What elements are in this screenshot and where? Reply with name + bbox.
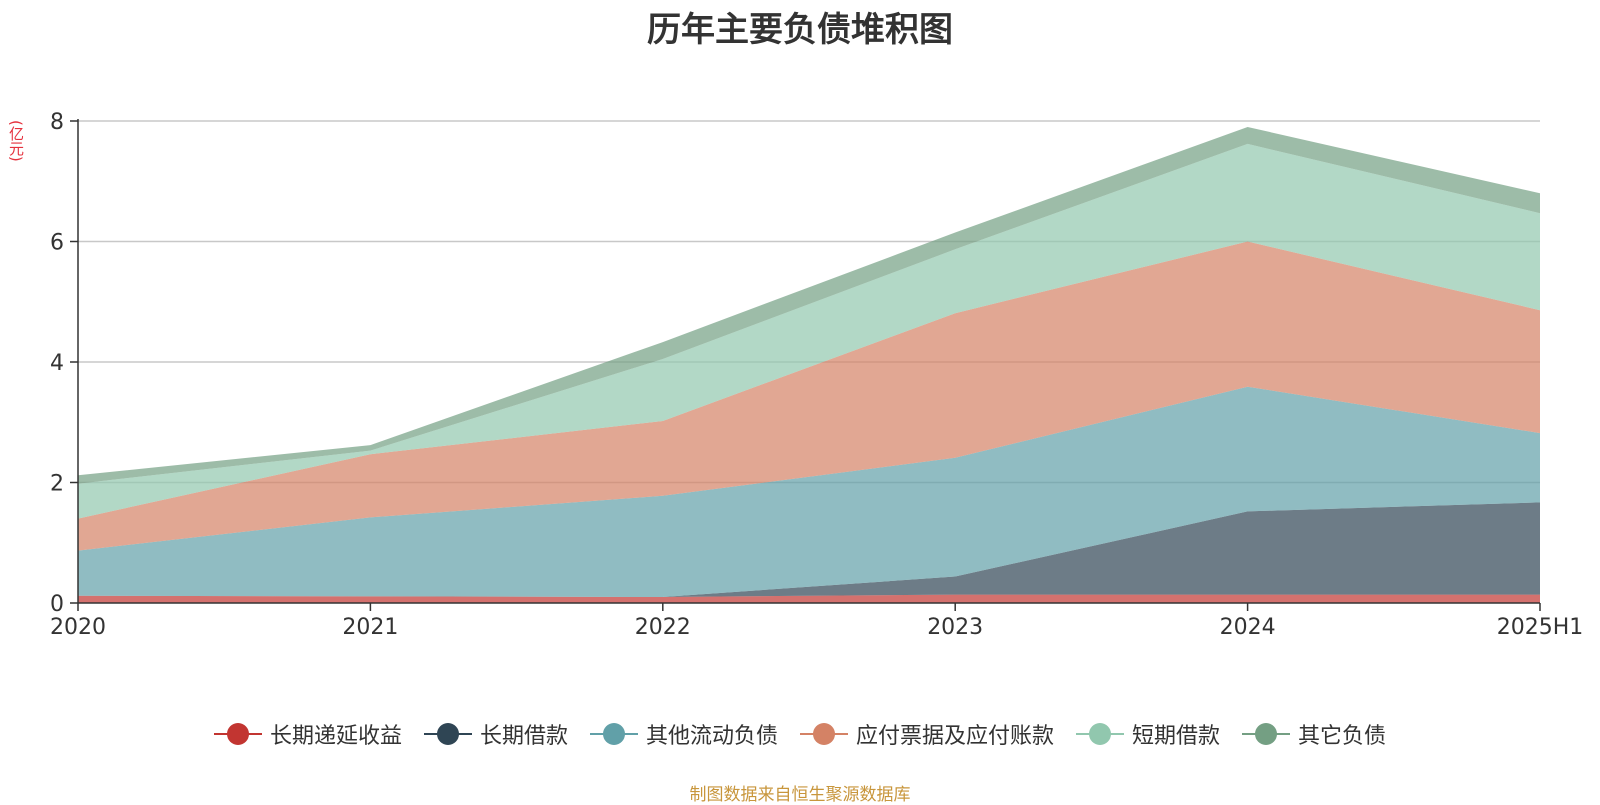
x-tick-label: 2020 — [50, 615, 106, 640]
axes: 0 2 4 6 8 2020 2021 2022 2023 2024 2025H1 — [50, 110, 1583, 640]
legend-marker-icon — [800, 723, 848, 745]
area-应付票据及应付账款 — [78, 241, 1540, 551]
area-短期借款 — [78, 143, 1540, 519]
legend-dot — [1089, 723, 1112, 745]
legend-dot — [1255, 723, 1278, 745]
chart-title: 历年主要负债堆积图 — [647, 10, 953, 50]
legend-dot — [602, 723, 625, 745]
area-长期递延收益 — [78, 594, 1540, 603]
legend-marker-icon — [213, 723, 262, 745]
area-长期借款 — [78, 502, 1540, 597]
legend: 长期递延收益 长期借款 其他流动负债 应付票据及应付账款 短期借款 其它负债 — [0, 718, 1600, 750]
y-tick-label: 4 — [50, 351, 64, 376]
legend-item[interactable]: 短期借款 — [1076, 718, 1220, 750]
area-其它负债 — [78, 127, 1540, 484]
legend-item[interactable]: 长期借款 — [423, 718, 568, 750]
legend-dot — [226, 723, 249, 745]
y-axis-unit-label: (亿元) — [7, 120, 25, 162]
stacked-area-chart: 0 2 4 6 8 2020 2021 2022 2023 2024 2025H1 — [50, 110, 1583, 640]
legend-item[interactable]: 应付票据及应付账款 — [800, 718, 1054, 750]
legend-label: 应付票据及应付账款 — [856, 724, 1055, 749]
legend-marker-icon — [589, 723, 638, 745]
y-tick-label: 2 — [50, 472, 64, 497]
area-series-layer — [78, 127, 1540, 603]
x-tick-label: 2024 — [1220, 615, 1276, 640]
legend-label: 长期借款 — [479, 724, 568, 749]
legend-dot — [813, 723, 835, 745]
x-tick-label: 2023 — [927, 615, 983, 640]
legend-label: 其它负债 — [1298, 724, 1387, 749]
legend-item[interactable]: 其它负债 — [1242, 718, 1386, 750]
x-tick-label: 2022 — [635, 615, 691, 640]
y-tick-label: 0 — [50, 592, 64, 617]
legend-label: 长期递延收益 — [269, 724, 402, 749]
legend-marker-icon — [1242, 723, 1291, 745]
legend-item[interactable]: 其他流动负债 — [589, 718, 778, 750]
legend-marker-icon — [423, 723, 472, 745]
y-tick-label: 8 — [50, 110, 64, 135]
legend-item[interactable]: 长期递延收益 — [213, 718, 402, 750]
area-其他流动负债 — [78, 386, 1540, 597]
legend-marker-icon — [1076, 723, 1125, 745]
legend-label: 短期借款 — [1132, 724, 1221, 749]
legend-label: 其他流动负债 — [645, 724, 778, 749]
x-tick-label: 2025H1 — [1497, 615, 1584, 640]
source-note: 制图数据来自恒生聚源数据库 — [689, 785, 911, 805]
y-tick-label: 6 — [50, 231, 64, 256]
x-tick-label: 2021 — [342, 615, 398, 640]
legend-dot — [436, 723, 459, 745]
